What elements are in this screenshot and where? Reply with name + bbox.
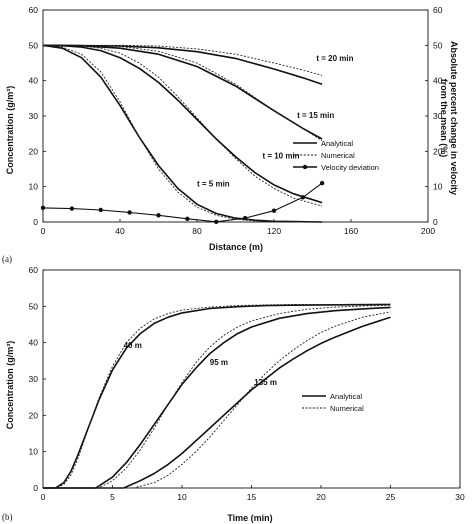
curve-label-t-5-min: t = 5 min bbox=[197, 180, 230, 189]
panel-a-y2tick-label: 10 bbox=[433, 182, 443, 192]
legend-label-analytical: Analytical bbox=[330, 392, 362, 401]
panel-b-ytick-label: 40 bbox=[29, 338, 39, 348]
series-numerical-135-m bbox=[43, 311, 391, 489]
series-numerical-t-10-min bbox=[43, 44, 323, 207]
curve-label-95-m: 95 m bbox=[210, 358, 228, 367]
panel-b-ytick-label: 60 bbox=[29, 265, 39, 275]
series-numerical-t-5-min bbox=[42, 44, 323, 223]
panel-a-y2tick-label: 0 bbox=[433, 217, 438, 227]
velocity-deviation-point bbox=[98, 207, 103, 213]
series-analytical-40-m bbox=[43, 303, 391, 489]
panel-a-y2tick-label: 30 bbox=[433, 111, 443, 121]
panel-a-xtick-label: 0 bbox=[41, 226, 46, 236]
curve-label-t-20-min: t = 20 min bbox=[316, 54, 353, 63]
series-numerical-t-20-min bbox=[43, 44, 323, 76]
panel-a-frame bbox=[42, 9, 429, 223]
curve-label-40-m: 40 m bbox=[124, 341, 142, 350]
panel-b-xtick-label: 25 bbox=[386, 492, 396, 502]
panel-b-xlabel: Time (min) bbox=[227, 513, 272, 523]
panel-a-xlabel: Distance (m) bbox=[209, 242, 263, 252]
panel-a-xtick-label: 160 bbox=[344, 226, 358, 236]
velocity-deviation-point bbox=[40, 205, 46, 211]
panel-a-y2tick-label: 20 bbox=[433, 146, 443, 156]
panel-a-xtick-label: 40 bbox=[115, 226, 125, 236]
panel-b-ytick-label: 20 bbox=[29, 410, 39, 420]
panel-b-label: (b) bbox=[2, 512, 13, 522]
series-numerical-95-m bbox=[43, 304, 391, 489]
panel-a-xtick-label: 80 bbox=[192, 226, 202, 236]
panel-a-ytick-label: 60 bbox=[29, 5, 39, 15]
panel-b-xtick-label: 5 bbox=[110, 492, 115, 502]
panel-b-ytick-label: 50 bbox=[29, 301, 39, 311]
panel-a-y2tick-label: 60 bbox=[433, 5, 443, 15]
legend-label-velocity-deviation: Velocity deviation bbox=[321, 163, 379, 172]
panel-a-ytick-label: 10 bbox=[29, 182, 39, 192]
panel-a-ytick-label: 50 bbox=[29, 40, 39, 50]
curve-label-135-m: 135 m bbox=[254, 378, 277, 387]
velocity-deviation-point bbox=[242, 215, 248, 221]
series-velocity-deviation bbox=[42, 182, 323, 223]
panel-a-y2tick-label: 40 bbox=[433, 76, 443, 86]
legend-label-numerical: Numerical bbox=[330, 404, 364, 413]
panel-b-xtick-label: 15 bbox=[247, 492, 257, 502]
panel-a-xtick-label: 200 bbox=[421, 226, 435, 236]
curve-label-t-10-min: t = 10 min bbox=[262, 151, 299, 160]
legend-marker-velocity-deviation bbox=[302, 164, 308, 170]
panel-b-xtick-label: 20 bbox=[316, 492, 326, 502]
velocity-deviation-point bbox=[300, 195, 306, 200]
legend-label-analytical: Analytical bbox=[321, 139, 353, 148]
series-numerical-t-15-min bbox=[43, 44, 323, 142]
panel-a-ytick-label: 20 bbox=[29, 146, 39, 156]
series-analytical-t-10-min bbox=[42, 44, 323, 204]
velocity-deviation-point bbox=[319, 180, 325, 186]
panel-a-ytick-label: 30 bbox=[29, 111, 39, 121]
panel-a-y2tick-label: 50 bbox=[433, 40, 443, 50]
velocity-deviation-point bbox=[214, 219, 219, 225]
velocity-deviation-point bbox=[185, 216, 190, 222]
panel-b-xtick-label: 0 bbox=[41, 492, 46, 502]
velocity-deviation-point bbox=[127, 210, 132, 215]
legend-label-numerical: Numerical bbox=[321, 151, 355, 160]
panel-a-y2label-line1: Absolute percent change in velocity bbox=[449, 41, 459, 195]
series-analytical-t-5-min bbox=[42, 44, 323, 223]
panel-b-ylabel: Concentration (g/m³) bbox=[5, 341, 15, 430]
panel-a-ylabel: Concentration (g/m³) bbox=[5, 86, 15, 175]
velocity-deviation-point bbox=[271, 208, 277, 213]
velocity-deviation-point bbox=[69, 206, 75, 211]
panel-b-xtick-label: 30 bbox=[455, 492, 465, 502]
panel-b-ytick-label: 30 bbox=[29, 374, 39, 384]
velocity-deviation-point bbox=[156, 213, 161, 218]
panel-a-xtick-label: 120 bbox=[267, 226, 281, 236]
series-analytical-95-m bbox=[43, 306, 391, 489]
series-analytical-t-15-min bbox=[42, 44, 323, 140]
panel-a-y2label-line2: from the mean (%) bbox=[439, 79, 449, 158]
panel-b-frame bbox=[42, 269, 461, 489]
curve-label-t-15-min: t = 15 min bbox=[297, 111, 334, 120]
panel-a-ytick-label: 0 bbox=[33, 217, 38, 227]
panel-b-xtick-label: 10 bbox=[177, 492, 187, 502]
series-analytical-135-m bbox=[43, 316, 391, 489]
series-numerical-40-m bbox=[43, 303, 391, 489]
panel-b-ytick-label: 10 bbox=[29, 447, 39, 457]
panel-a-ytick-label: 40 bbox=[29, 76, 39, 86]
series-analytical-t-20-min bbox=[42, 44, 323, 85]
panel-b-ytick-label: 0 bbox=[33, 483, 38, 493]
panel-a-label: (a) bbox=[2, 254, 12, 264]
